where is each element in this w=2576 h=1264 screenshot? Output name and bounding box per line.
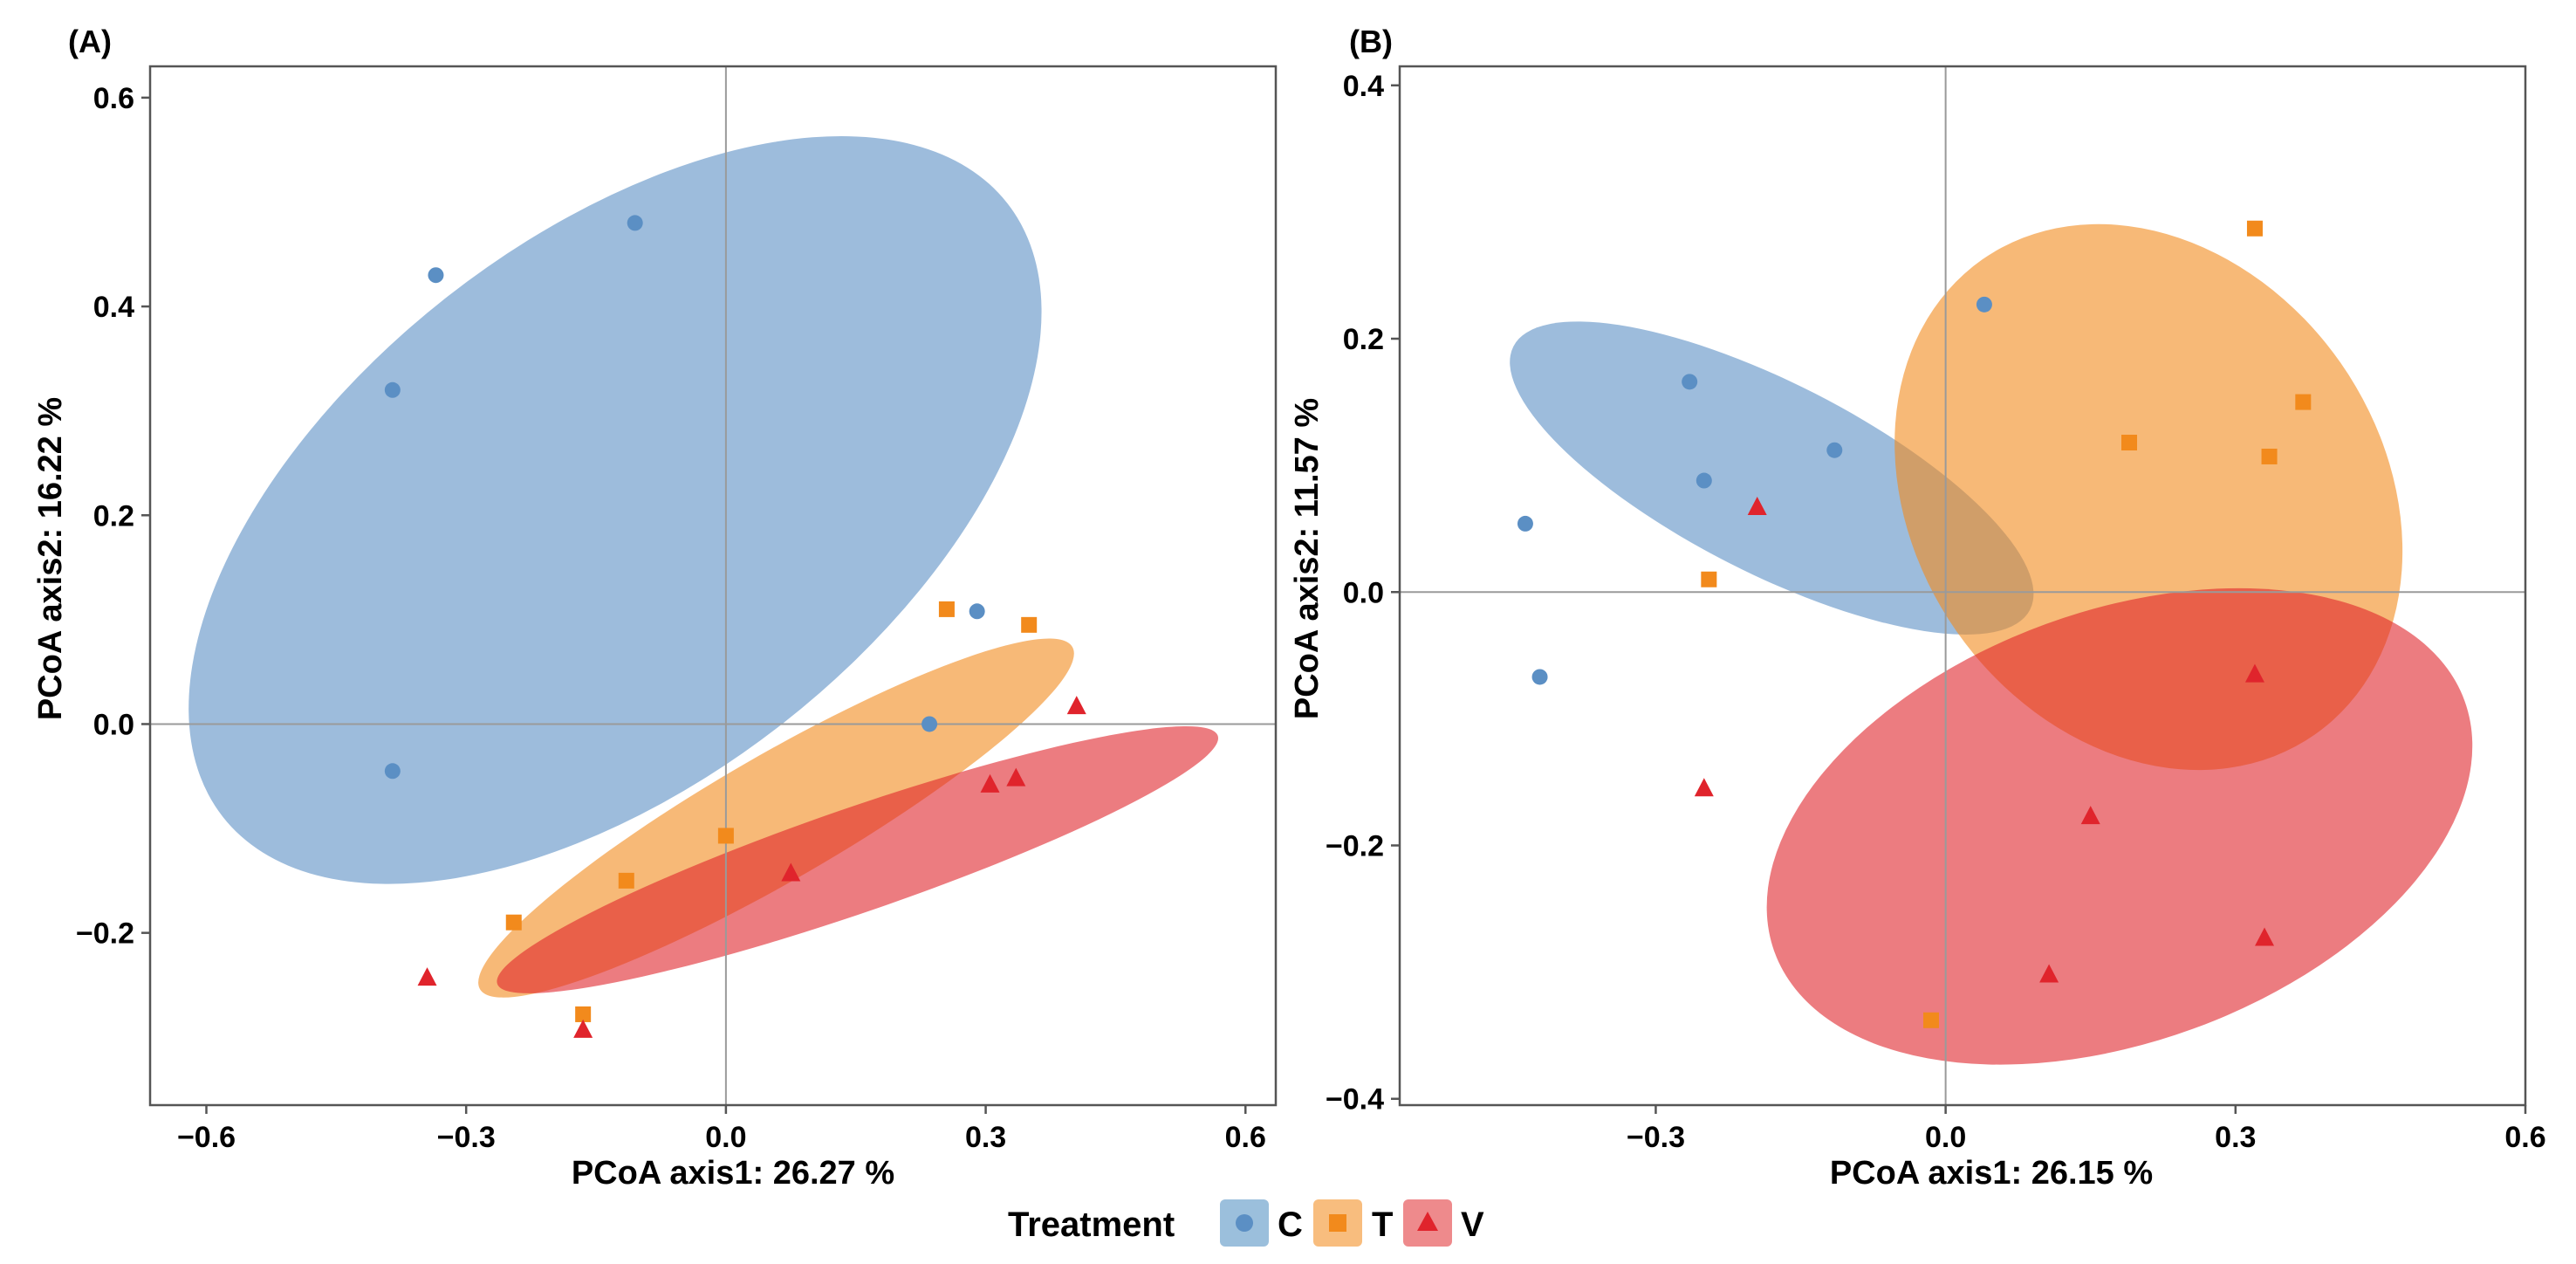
panel-a-point-c-5 xyxy=(921,716,938,732)
panel-b-frame xyxy=(1398,65,2527,1107)
panel-a-point-v-1 xyxy=(1066,696,1086,715)
panel-a-point-t-5 xyxy=(505,914,522,931)
panel-b-y-tick-label: 0.2 xyxy=(1343,323,1384,356)
panel-a-point-c-4 xyxy=(384,763,401,780)
panel-a-point-v-3 xyxy=(980,773,1000,793)
panel-a-x-tick-label: −0.6 xyxy=(177,1121,236,1154)
panel-b-x-tick-label: 0.6 xyxy=(2504,1121,2545,1154)
panel-b-point-t-4 xyxy=(2261,448,2278,464)
panel-a-frame xyxy=(148,65,1278,1107)
panel-b-points xyxy=(1517,220,2312,1028)
panel-a-y-tick-label: −0.2 xyxy=(76,917,134,951)
panel-a-point-v-5 xyxy=(417,967,437,986)
panel-a-point-c-2 xyxy=(428,267,444,284)
panel-b-x-tick-label: −0.3 xyxy=(1627,1121,1685,1154)
panel-b-point-v-5 xyxy=(2255,927,2275,946)
panel-b-y-tick-label: 0.0 xyxy=(1343,576,1384,609)
legend-label-c: C xyxy=(1278,1206,1303,1244)
panel-a-x-tick-label: −0.3 xyxy=(437,1121,496,1154)
panel-b-point-v-1 xyxy=(1747,497,1767,516)
panel-b-ellipse-v xyxy=(1766,587,2473,1065)
panel-b-x-tick-label: 0.0 xyxy=(1925,1121,1966,1154)
panel-b-point-c-4 xyxy=(1696,472,1712,489)
panel-b-point-t-3 xyxy=(2121,435,2138,451)
legend-item-t: T xyxy=(1313,1199,1393,1247)
panel-b-ellipses xyxy=(1510,223,2473,1065)
panel-a-point-t-2 xyxy=(1021,616,1038,633)
panel-a-x-axis-title: PCoA axis1: 26.27 % xyxy=(572,1155,894,1192)
panel-a-point-v-4 xyxy=(781,862,801,882)
panel-a-y-tick-label: 0.4 xyxy=(93,291,134,324)
panel-b-point-c-6 xyxy=(1531,669,1548,685)
panel-b-point-c-1 xyxy=(1976,296,1992,313)
panel-a-y-ticks: −0.2 0.0 0.2 0.4 0.6 xyxy=(76,82,150,951)
panel-b-point-t-2 xyxy=(2295,394,2312,410)
legend-label-t: T xyxy=(1372,1206,1393,1244)
panel-a-point-t-3 xyxy=(717,828,734,844)
panel-b-y-axis-title: PCoA axis2: 11.57 % xyxy=(1289,398,1326,719)
panel-a-point-v-6 xyxy=(573,1019,593,1038)
panel-b-point-v-3 xyxy=(1694,778,1714,797)
panel-a-point-t-1 xyxy=(938,601,955,617)
panel-a-x-ticks: −0.6 −0.3 0.0 0.3 0.6 xyxy=(177,1105,1266,1154)
panel-b: (B) −0.3 0.0 0.3 0.6 −0.4 −0.2 0.0 0.2 0.4 PCoA… xyxy=(1289,24,2546,1192)
panel-b-point-v-6 xyxy=(2039,964,2059,983)
panel-a-points xyxy=(384,215,1086,1038)
panel-b-y-tick-label: −0.2 xyxy=(1326,830,1384,863)
panel-a-label: (A) xyxy=(68,24,112,59)
panel-a-reference-lines xyxy=(150,66,1276,1105)
legend-marker-v xyxy=(1417,1212,1438,1231)
panel-b-label: (B) xyxy=(1349,24,1393,59)
panel-b-point-c-2 xyxy=(1682,374,1698,390)
legend-title: Treatment xyxy=(1008,1206,1175,1244)
panel-b-point-c-5 xyxy=(1517,515,1533,532)
legend-item-c: C xyxy=(1220,1199,1303,1247)
panel-a-point-t-6 xyxy=(575,1006,592,1022)
panel-a-x-tick-label: 0.3 xyxy=(965,1121,1006,1154)
panel-a-y-axis-title: PCoA axis2: 16.22 % xyxy=(32,397,69,720)
panel-a-ellipse-v xyxy=(497,725,1219,993)
legend-label-v: V xyxy=(1461,1206,1484,1244)
panel-b-y-tick-label: −0.4 xyxy=(1326,1083,1384,1116)
panel-b-point-t-5 xyxy=(1701,571,1717,587)
panel-b-y-ticks: −0.4 −0.2 0.0 0.2 0.4 xyxy=(1326,70,1400,1116)
panel-a-point-c-6 xyxy=(969,603,985,620)
panel-b-ellipse-c xyxy=(1510,321,2034,635)
panel-b-point-v-4 xyxy=(2080,806,2100,825)
panel-a-y-tick-label: 0.2 xyxy=(93,499,134,532)
panel-a-point-v-2 xyxy=(1006,767,1026,787)
panel-a: (A) −0.6 −0.3 0.0 0.3 0.6 −0.2 0.0 0.2 0.4 0.6 P… xyxy=(32,24,1278,1192)
panel-b-point-c-3 xyxy=(1826,442,1843,458)
legend: Treatment C T V xyxy=(1008,1199,1484,1247)
legend-marker-t xyxy=(1329,1214,1346,1232)
panel-a-point-t-4 xyxy=(618,872,634,889)
panel-a-y-tick-label: 0.0 xyxy=(93,708,134,741)
panel-a-x-tick-label: 0.6 xyxy=(1225,1121,1266,1154)
panel-a-point-c-3 xyxy=(384,381,401,398)
legend-item-v: V xyxy=(1403,1199,1484,1247)
panel-a-point-c-1 xyxy=(627,215,643,231)
panel-a-x-tick-label: 0.0 xyxy=(705,1121,746,1154)
panel-a-ellipse-c xyxy=(188,135,1042,884)
panel-a-y-tick-label: 0.6 xyxy=(93,82,134,115)
panel-a-ellipses xyxy=(188,135,1219,998)
panel-b-point-v-2 xyxy=(2244,663,2264,683)
panel-b-y-tick-label: 0.4 xyxy=(1343,70,1384,103)
panel-b-point-t-6 xyxy=(1923,1012,1940,1028)
panel-b-point-t-1 xyxy=(2246,220,2263,237)
panel-b-x-axis-title: PCoA axis1: 26.15 % xyxy=(1830,1155,2153,1192)
panel-b-x-tick-label: 0.3 xyxy=(2215,1121,2256,1154)
panel-b-reference-lines xyxy=(1400,66,2525,1105)
legend-marker-c xyxy=(1236,1214,1253,1232)
panel-b-x-ticks: −0.3 0.0 0.3 0.6 xyxy=(1627,1105,2546,1154)
